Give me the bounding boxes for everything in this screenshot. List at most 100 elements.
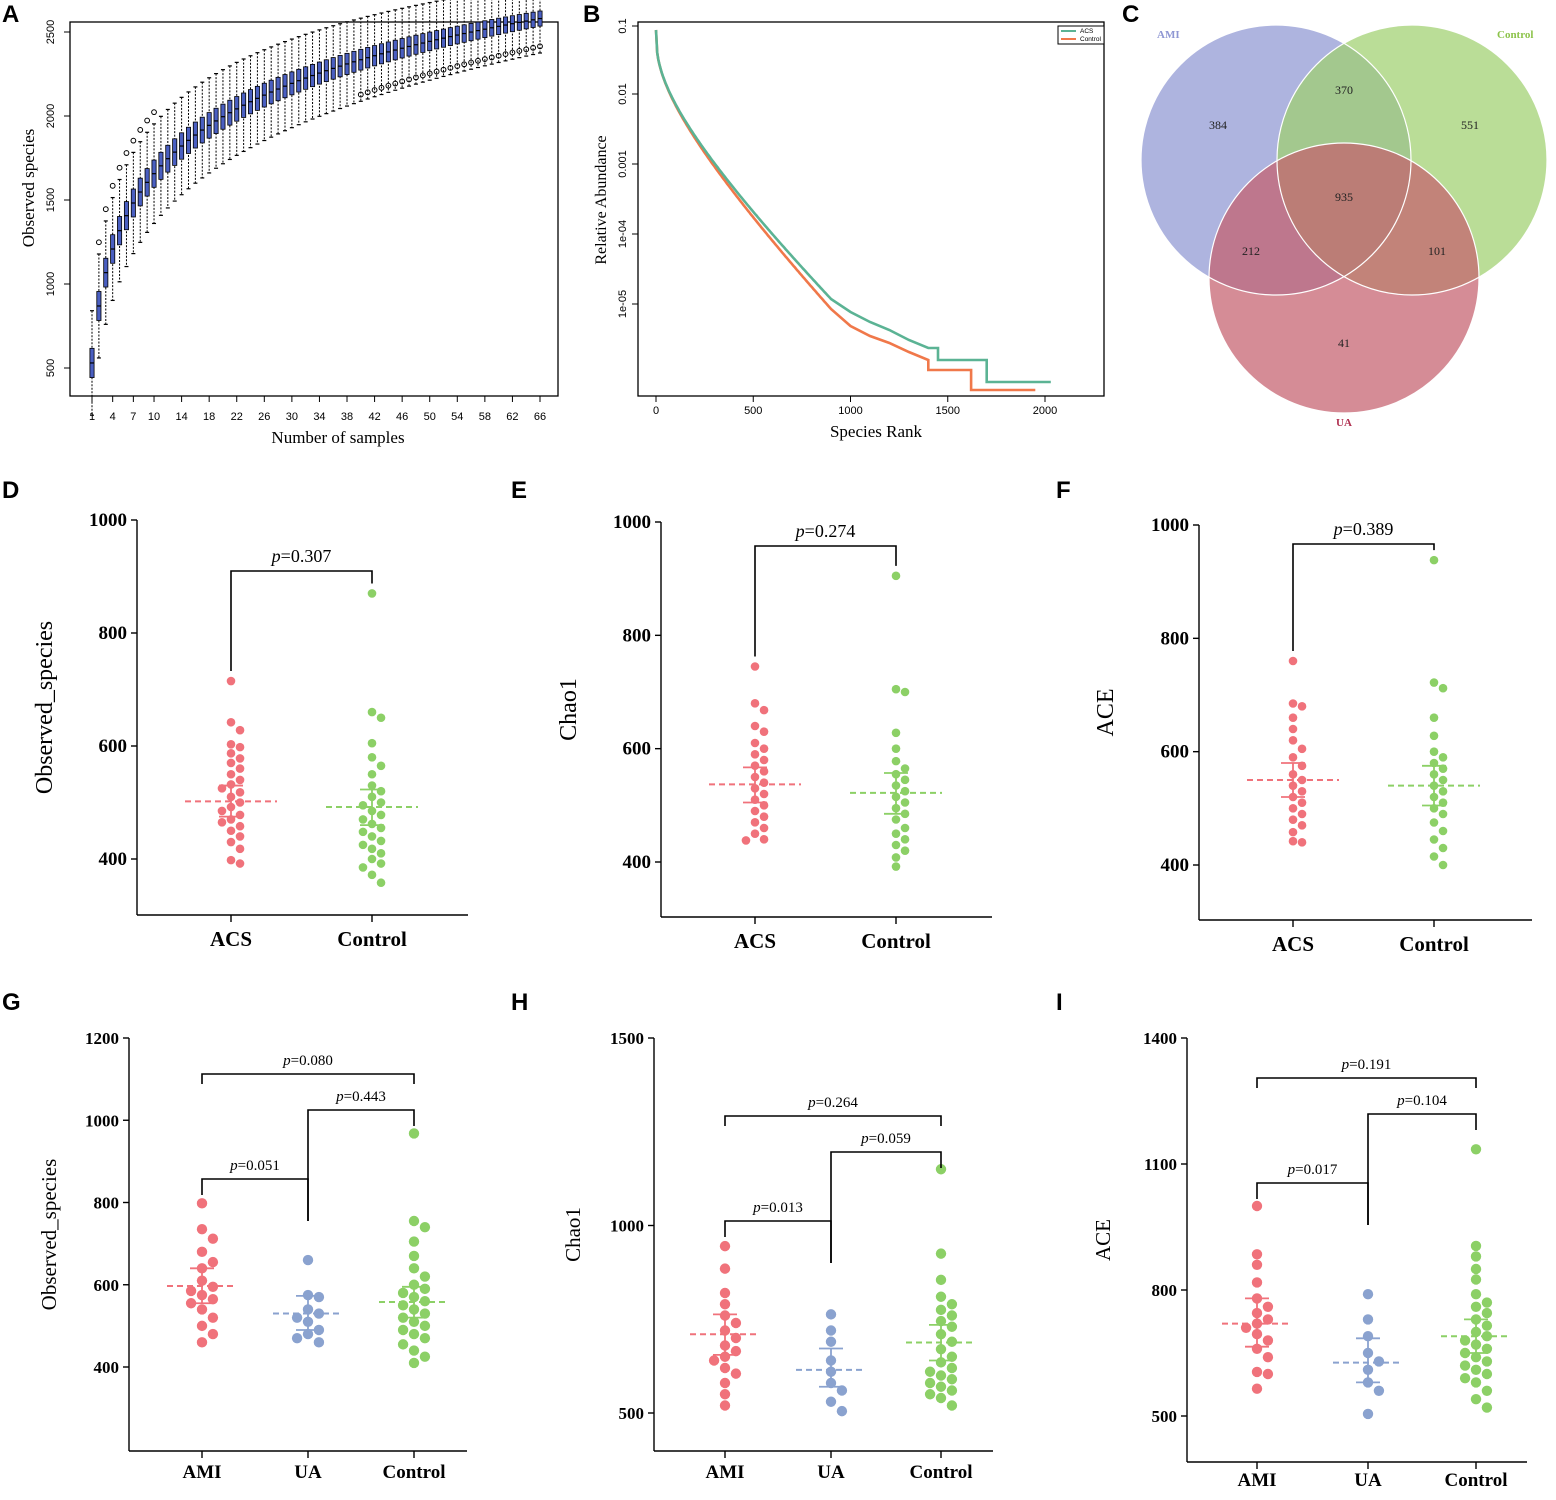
- y-tick-label: 600: [99, 736, 128, 757]
- panel-c-venn: 384 551 370 935 212 101 41 AMI Control U…: [1140, 24, 1548, 429]
- sample-box-58: [481, 0, 488, 67]
- y-tick-label: 1400: [1143, 1029, 1177, 1048]
- data-point-control: [367, 589, 377, 598]
- data-point-acs: [759, 778, 769, 787]
- panel-b-legend: ACS Control: [1057, 25, 1105, 45]
- data-point-acs: [1288, 827, 1298, 837]
- data-point-acs: [235, 725, 245, 735]
- p-value: =0.264: [816, 1095, 859, 1111]
- data-point-control: [408, 1316, 420, 1327]
- data-point-ami: [207, 1233, 219, 1244]
- outlier-point: [123, 150, 130, 156]
- sample-box-43: [378, 12, 385, 96]
- data-point-ami: [185, 1285, 197, 1297]
- p-letter: p: [860, 1131, 869, 1147]
- outlier-point: [502, 51, 509, 58]
- y-tick-label: 800: [1152, 1281, 1178, 1300]
- data-point-control: [1429, 747, 1439, 756]
- sample-box-33: [310, 31, 316, 120]
- sample-box-45: [392, 9, 399, 91]
- data-point-control: [408, 1215, 420, 1227]
- data-point-control: [1438, 826, 1448, 836]
- y-tick-label: 800: [623, 625, 652, 646]
- data-point-ami: [1262, 1352, 1274, 1363]
- data-point-control: [1429, 835, 1439, 844]
- data-point-ami: [730, 1345, 742, 1357]
- data-point-control: [946, 1299, 958, 1310]
- x-tick-label: 66: [534, 411, 546, 423]
- panel-a-frame: [69, 21, 559, 397]
- x-tick-label: 22: [231, 411, 243, 423]
- x-tick-label-control: Control: [383, 1462, 446, 1483]
- control-curve: [654, 29, 1036, 392]
- x-tick-label: 50: [424, 411, 436, 423]
- bracket-line: [754, 545, 897, 657]
- data-point-ami: [196, 1198, 208, 1209]
- data-point-acs: [1297, 821, 1307, 830]
- y-tick-label: 600: [94, 1276, 120, 1295]
- venn-ua-label: UA: [1336, 417, 1352, 429]
- data-point-control: [358, 840, 368, 850]
- sample-box-10: [151, 109, 157, 225]
- data-point-acs: [226, 855, 236, 865]
- significance-bracket: p=0.017: [1256, 1162, 1369, 1225]
- venn-control-outline: [1276, 24, 1548, 296]
- p-value-label: p=0.191: [1341, 1057, 1392, 1073]
- data-point-ami: [719, 1389, 731, 1400]
- p-value-label: p=0.080: [282, 1053, 333, 1069]
- data-point-ua: [825, 1336, 837, 1347]
- data-point-control: [1459, 1373, 1471, 1384]
- significance-bracket: p=0.104: [1367, 1093, 1477, 1225]
- y-tick-label: 500: [619, 1404, 645, 1423]
- sample-box-49: [419, 3, 426, 83]
- data-point-acs: [1297, 838, 1307, 847]
- data-point-control: [924, 1389, 936, 1400]
- x-tick-label: 1: [89, 411, 95, 423]
- x-tick-label-control: Control: [1399, 932, 1469, 956]
- data-point-control: [1438, 683, 1448, 693]
- outlier-point: [475, 57, 481, 64]
- data-point-control: [419, 1308, 431, 1319]
- y-tick-label: 2000: [45, 104, 57, 128]
- data-point-ami: [196, 1224, 208, 1235]
- sample-box-23: [241, 58, 247, 153]
- p-value: =0.274: [805, 521, 856, 541]
- data-point-control: [397, 1339, 409, 1350]
- data-point-control: [408, 1128, 420, 1139]
- p-value-label: p=0.389: [1332, 519, 1394, 539]
- data-point-control: [1429, 713, 1439, 722]
- p-value-label: p=0.307: [270, 546, 332, 566]
- outlier-point: [95, 239, 102, 246]
- sample-box-64: [523, 0, 530, 57]
- p-letter: p: [794, 521, 805, 541]
- data-point-acs: [235, 859, 245, 868]
- data-point-ami: [1262, 1314, 1274, 1325]
- data-point-control: [946, 1400, 958, 1411]
- data-point-control: [1429, 818, 1439, 827]
- data-point-control: [924, 1377, 936, 1389]
- data-point-ami: [1251, 1366, 1263, 1378]
- data-point-acs: [1288, 656, 1298, 666]
- significance-bracket: p=0.059: [830, 1131, 942, 1263]
- y-axis-label: ACE: [1091, 1219, 1115, 1261]
- sample-box-65: [530, 0, 537, 56]
- y-tick-label: 1500: [45, 188, 57, 212]
- data-point-acs: [235, 810, 245, 820]
- data-point-control: [419, 1283, 431, 1295]
- p-letter: p: [807, 1095, 816, 1111]
- y-tick-label: 0.001: [617, 150, 629, 178]
- data-point-control: [1429, 555, 1439, 565]
- x-tick-label-ami: AMI: [705, 1462, 744, 1483]
- data-point-control: [1459, 1360, 1471, 1371]
- data-point-ami: [1251, 1277, 1263, 1288]
- y-tick-label: 500: [1152, 1407, 1178, 1426]
- data-point-control: [900, 687, 910, 697]
- y-tick-label: 1000: [1151, 515, 1189, 536]
- data-point-ua: [1362, 1408, 1374, 1420]
- data-point-control: [1470, 1263, 1482, 1275]
- p-value: =0.307: [281, 546, 332, 566]
- sample-box-16: [192, 86, 198, 184]
- sample-box-52: [440, 0, 447, 78]
- data-point-ami: [1251, 1200, 1263, 1212]
- bracket-line: [724, 1220, 832, 1263]
